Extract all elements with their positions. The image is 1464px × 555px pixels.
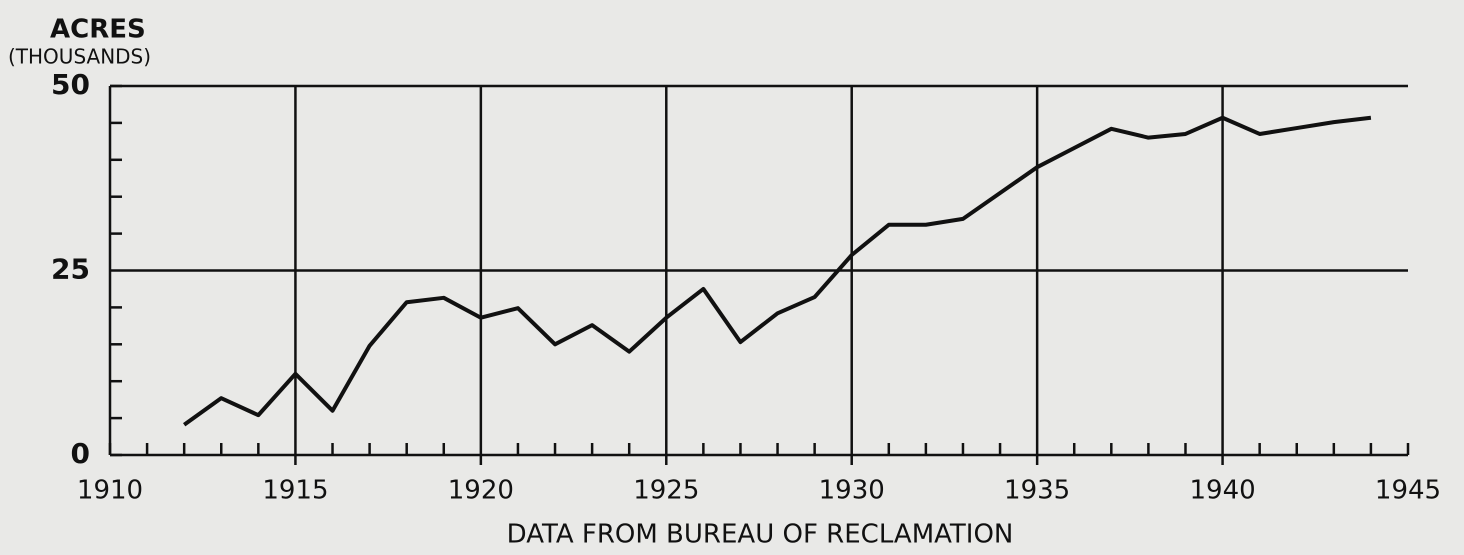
y-tick-label: 50 bbox=[51, 68, 90, 101]
data-line bbox=[183, 115, 1372, 427]
x-tick-label: 1940 bbox=[1189, 476, 1255, 506]
x-tick-label: 1920 bbox=[448, 476, 514, 506]
x-axis-label: DATA FROM BUREAU OF RECLAMATION bbox=[507, 520, 1014, 550]
x-tick-label: 1930 bbox=[819, 476, 885, 506]
x-tick-label: 1935 bbox=[1004, 476, 1070, 506]
x-tick-label: 1925 bbox=[633, 476, 699, 506]
x-tick-label: 1945 bbox=[1375, 476, 1441, 506]
y-tick-label: 25 bbox=[51, 253, 90, 286]
y-axis-label: ACRES bbox=[50, 15, 146, 45]
y-tick-label: 0 bbox=[71, 437, 90, 470]
x-tick-label: 1915 bbox=[262, 476, 328, 506]
y-axis-sublabel: (THOUSANDS) bbox=[8, 45, 151, 69]
x-tick-label: 1910 bbox=[77, 476, 143, 506]
